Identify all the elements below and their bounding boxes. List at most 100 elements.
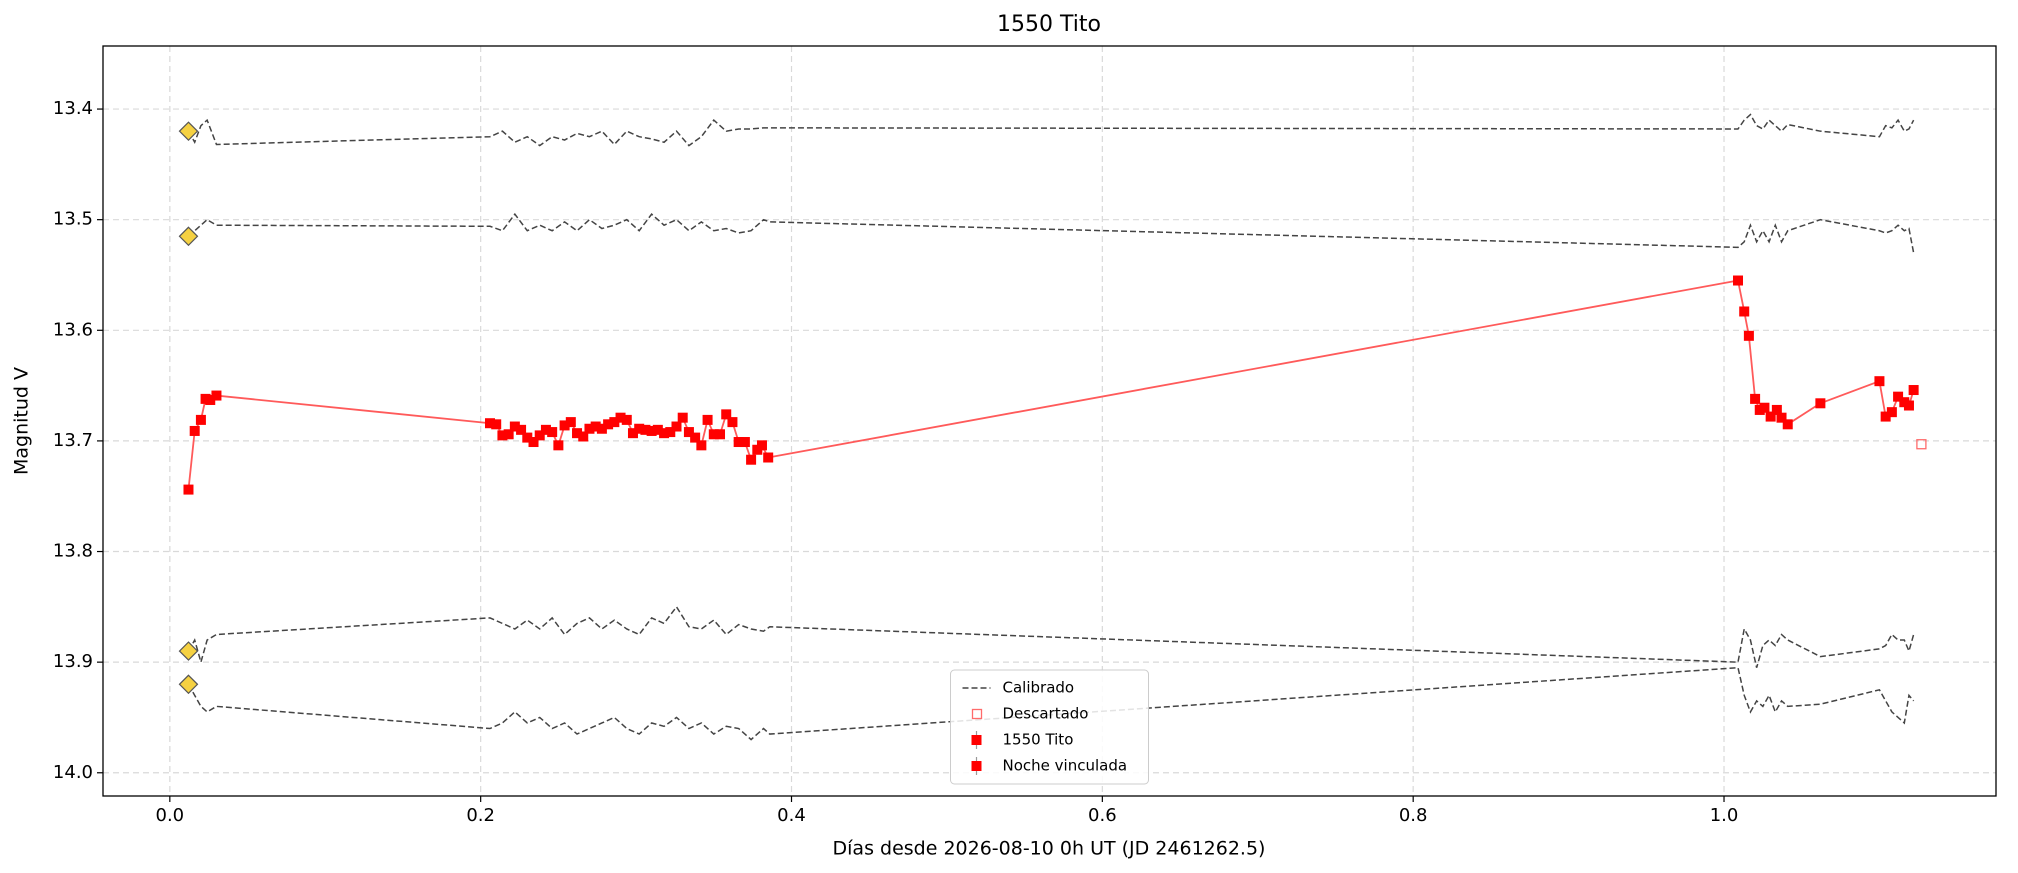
target-point	[659, 428, 670, 439]
target-point	[1743, 330, 1754, 341]
legend-label: Noche vinculada	[1003, 757, 1128, 775]
target-point	[665, 427, 676, 438]
target-point	[683, 427, 694, 438]
y-axis-label: Magnitud V	[11, 367, 33, 475]
target-point	[572, 428, 583, 439]
target-point	[183, 484, 194, 495]
target-point	[590, 421, 601, 432]
target-point	[677, 412, 688, 423]
target-point	[715, 429, 726, 440]
x-axis-label: Días desde 2026-08-10 0h UT (JD 2461262.…	[833, 838, 1266, 860]
legend-box	[950, 669, 1149, 785]
target-point	[621, 414, 632, 425]
target-point	[708, 429, 719, 440]
plot-frame	[102, 45, 1997, 797]
target-point	[553, 440, 564, 451]
y-tick-label: 13.4	[53, 98, 93, 119]
target-point	[763, 452, 774, 463]
target-point	[702, 414, 713, 425]
target-point	[1886, 407, 1897, 418]
target-point	[690, 432, 701, 443]
legend-swatch	[971, 735, 982, 745]
target-point	[1759, 402, 1770, 413]
comparison-marker	[178, 641, 199, 661]
x-tick-label: 1.0	[1710, 805, 1739, 826]
comparison-line	[187, 666, 1915, 741]
target-point	[756, 440, 767, 451]
target-point	[596, 423, 607, 434]
target-point	[491, 419, 502, 430]
x-tick-label: 0.8	[1399, 805, 1428, 826]
target-point	[1903, 400, 1914, 411]
x-tick-label: 0.2	[466, 805, 495, 826]
target-point	[509, 421, 520, 432]
target-point	[1880, 411, 1891, 422]
target-point	[522, 432, 533, 443]
target-point	[189, 425, 200, 436]
chart-title: 1550 Tito	[997, 12, 1101, 37]
comparison-marker	[178, 674, 199, 695]
target-point	[721, 409, 732, 420]
x-tick-label: 0.0	[156, 805, 185, 826]
target-point	[1776, 412, 1787, 423]
target-point	[627, 428, 638, 439]
legend-swatch	[971, 761, 982, 771]
target-point	[640, 424, 651, 435]
target-point	[646, 425, 657, 436]
target-point	[671, 421, 682, 432]
target-point	[195, 414, 206, 425]
comparison-line	[187, 212, 1915, 253]
target-point	[1782, 419, 1793, 430]
target-point	[746, 454, 757, 465]
target-line	[187, 394, 769, 490]
target-point	[634, 423, 645, 434]
x-tick-label: 0.6	[1088, 805, 1117, 826]
target-point	[652, 424, 663, 435]
target-point	[578, 431, 589, 442]
comparison-line	[187, 113, 1915, 147]
legend-label: Calibrado	[1003, 679, 1075, 697]
target-point	[584, 423, 595, 434]
y-tick-label: 13.7	[53, 430, 93, 451]
comparison-marker	[178, 226, 199, 247]
target-point	[559, 420, 570, 431]
target-point	[727, 417, 738, 428]
target-point	[534, 430, 545, 441]
target-point	[739, 437, 750, 448]
target-point	[516, 424, 527, 435]
target-point	[1750, 393, 1761, 404]
target-point	[609, 417, 620, 428]
target-point	[1765, 411, 1776, 422]
legend-label: Descartado	[1003, 705, 1089, 723]
target-point	[1739, 306, 1750, 317]
target-point	[565, 417, 576, 428]
target-point	[211, 390, 222, 401]
legend-swatch	[971, 708, 983, 720]
x-tick-label: 0.4	[777, 805, 806, 826]
target-point	[484, 418, 495, 429]
y-tick-label: 13.5	[53, 209, 93, 230]
y-tick-label: 13.8	[53, 541, 93, 562]
target-point	[540, 424, 551, 435]
target-point	[615, 412, 626, 423]
target-point	[1733, 275, 1744, 286]
target-point	[205, 394, 216, 405]
target-point	[503, 429, 514, 440]
target-link	[768, 279, 1739, 459]
target-point	[733, 437, 744, 448]
target-point	[1893, 391, 1904, 402]
target-point	[1815, 398, 1826, 409]
target-point	[1771, 404, 1782, 415]
y-tick-label: 14.0	[53, 762, 93, 783]
target-point	[1908, 385, 1919, 396]
y-tick-label: 13.6	[53, 319, 93, 340]
target-point	[696, 440, 707, 451]
comparison-marker	[178, 121, 199, 142]
target-point	[497, 430, 508, 441]
discarded-point	[1916, 439, 1927, 450]
comparison-line	[187, 605, 1915, 668]
y-tick-label: 13.9	[53, 651, 93, 672]
legend-label: 1550 Tito	[1003, 731, 1074, 749]
target-point	[1874, 376, 1885, 387]
